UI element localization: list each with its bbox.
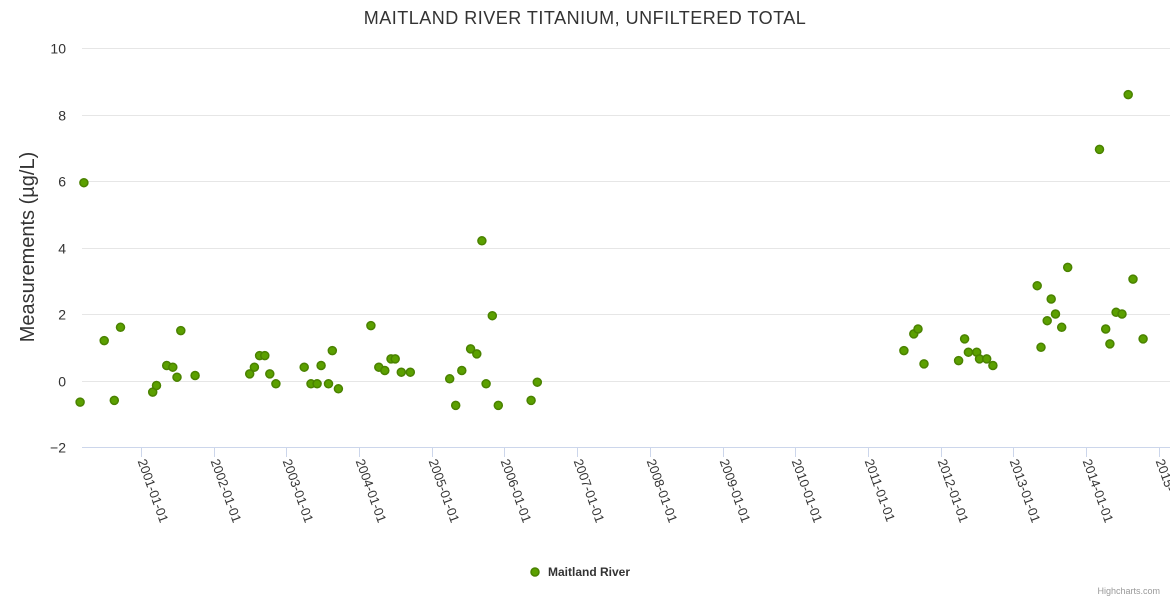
data-point[interactable] (1128, 274, 1138, 284)
legend[interactable]: Maitland River (530, 565, 630, 579)
y-tick-label: 8 (58, 108, 66, 124)
data-point[interactable] (265, 369, 275, 379)
data-point[interactable] (1117, 309, 1127, 319)
data-point[interactable] (444, 374, 455, 384)
data-point[interactable] (168, 362, 178, 372)
x-tick-label: 2008-01-01 (644, 457, 681, 525)
data-point[interactable] (1046, 294, 1056, 304)
x-tick-label: 2005-01-01 (426, 457, 463, 525)
data-point[interactable] (75, 397, 85, 407)
data-point[interactable] (959, 334, 970, 344)
legend-label-maitland-river[interactable]: Maitland River (548, 565, 630, 579)
data-point[interactable] (299, 362, 309, 372)
data-point[interactable] (472, 349, 482, 359)
y-tick-label: 6 (58, 174, 66, 190)
data-point[interactable] (457, 365, 467, 376)
data-point[interactable] (1056, 322, 1067, 333)
data-point[interactable] (271, 379, 281, 389)
data-point[interactable] (405, 367, 416, 377)
data-point[interactable] (493, 400, 504, 411)
x-tick-labels: 2001-01-01 2002-01-01 2003-01-01 2004-01-01… (135, 457, 1170, 525)
data-point[interactable] (190, 370, 200, 381)
x-tick-label: 2015- (1153, 457, 1170, 493)
data-point[interactable] (1042, 315, 1052, 326)
x-tick-label: 2001-01-01 (135, 457, 172, 525)
data-point[interactable] (327, 345, 338, 356)
data-point[interactable] (953, 355, 964, 366)
x-tick-label: 2003-01-01 (280, 457, 317, 525)
data-point[interactable] (450, 400, 461, 411)
data-point[interactable] (109, 395, 120, 406)
data-point[interactable] (249, 362, 260, 372)
data-point[interactable] (115, 322, 126, 333)
data-point[interactable] (312, 379, 322, 389)
y-tick-labels: −2 0 2 4 6 8 10 (50, 41, 66, 456)
x-tick-label: 2006-01-01 (498, 457, 535, 525)
x-tick-label: 2002-01-01 (208, 457, 245, 525)
data-point[interactable] (79, 177, 89, 188)
x-tick-label: 2007-01-01 (571, 457, 608, 525)
data-point[interactable] (366, 320, 376, 331)
data-point[interactable] (1100, 324, 1111, 334)
data-point[interactable] (1036, 342, 1046, 353)
data-point[interactable] (899, 345, 909, 356)
x-tick-label: 2013-01-01 (1007, 457, 1044, 525)
data-point[interactable] (176, 325, 186, 336)
data-point[interactable] (380, 365, 390, 376)
data-point[interactable] (526, 395, 536, 406)
data-point[interactable] (1050, 309, 1061, 319)
data-point[interactable] (477, 236, 487, 246)
y-tick-label: 0 (58, 374, 66, 390)
data-point[interactable] (99, 335, 109, 346)
x-tick-label: 2009-01-01 (717, 457, 754, 525)
x-tick-label: 2011-01-01 (862, 457, 899, 524)
data-point[interactable] (963, 347, 974, 357)
data-point[interactable] (1062, 262, 1073, 273)
data-point[interactable] (981, 354, 992, 364)
data-point[interactable] (988, 360, 998, 371)
y-tick-label: 2 (58, 307, 66, 323)
data-point[interactable] (151, 380, 162, 391)
data-point[interactable] (481, 379, 491, 389)
x-tick-label: 2010-01-01 (789, 457, 826, 525)
data-point[interactable] (244, 369, 255, 379)
data-point[interactable] (396, 367, 407, 377)
y-tick-label: 10 (50, 41, 66, 57)
y-gridlines (82, 48, 1170, 382)
data-point[interactable] (333, 384, 344, 394)
data-point[interactable] (1105, 339, 1115, 349)
data-point[interactable] (913, 324, 923, 334)
y-tick-label: −2 (50, 440, 66, 456)
data-point[interactable] (260, 350, 270, 361)
x-tick-label: 2012-01-01 (935, 457, 972, 525)
data-point[interactable] (1123, 89, 1133, 100)
data-point[interactable] (1138, 334, 1148, 344)
data-point[interactable] (465, 344, 476, 354)
data-point[interactable] (532, 377, 543, 387)
x-tick-marks (141, 447, 1160, 457)
data-point[interactable] (390, 354, 400, 364)
x-tick-label: 2004-01-01 (353, 457, 390, 525)
data-point[interactable] (316, 360, 326, 371)
data-point[interactable] (487, 310, 498, 321)
data-point[interactable] (1032, 280, 1042, 291)
data-point[interactable] (1094, 144, 1105, 155)
data-point[interactable] (323, 379, 334, 389)
credits-link[interactable]: Highcharts.com (1097, 586, 1160, 596)
series-maitland-river[interactable] (75, 89, 1148, 411)
y-axis-title: Measurements (µg/L) (17, 152, 39, 342)
y-tick-label: 4 (58, 241, 66, 257)
data-point[interactable] (172, 372, 182, 382)
legend-marker-maitland-river[interactable] (530, 567, 540, 577)
x-tick-label: 2014-01-01 (1080, 457, 1117, 525)
data-point[interactable] (919, 359, 929, 369)
chart-title: MAITLAND RIVER TITANIUM, UNFILTERED TOTA… (364, 8, 807, 28)
